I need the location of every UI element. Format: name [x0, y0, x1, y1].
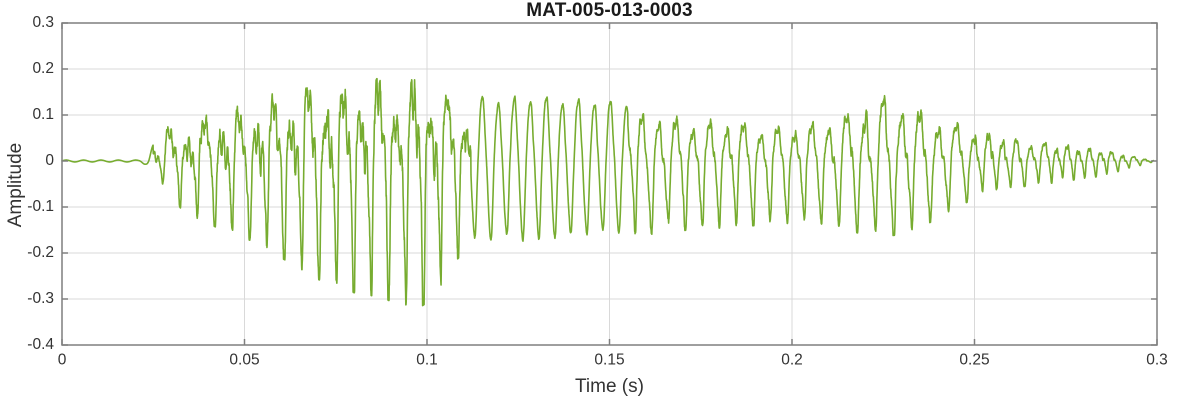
y-tick-label: -0.3: [27, 290, 54, 307]
y-tick-label: 0.1: [32, 106, 54, 123]
x-tick-label: 0.1: [416, 351, 438, 368]
chart-title: MAT-005-013-0003: [526, 0, 693, 21]
x-axis-label: Time (s): [575, 376, 644, 397]
y-tick-label: -0.1: [27, 198, 54, 215]
y-tick-label: -0.2: [27, 244, 54, 261]
y-tick-label: 0.2: [32, 60, 54, 77]
y-tick-label: 0.3: [32, 14, 54, 31]
y-tick-label: 0: [45, 152, 54, 169]
waveform-path: [61, 77, 1155, 307]
x-tick-label: 0.05: [229, 351, 259, 368]
x-tick-label: 0: [58, 351, 67, 368]
x-tick-label: 0.15: [594, 351, 624, 368]
x-tick-label: 0.2: [781, 351, 803, 368]
y-tick-label: -0.4: [27, 336, 54, 353]
x-tick-label: 0.3: [1146, 351, 1168, 368]
x-tick-label: 0.25: [959, 351, 989, 368]
